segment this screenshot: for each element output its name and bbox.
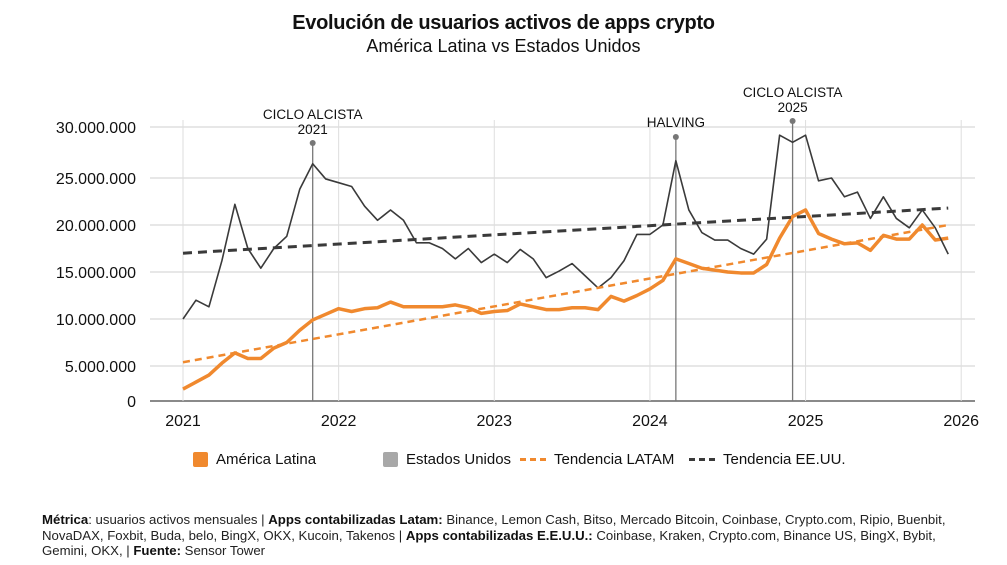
footnote: Métrica: usuarios activos mensuales | Ap… — [42, 512, 982, 559]
annotation-dot — [309, 140, 316, 146]
legend-item-us: Estados Unidos — [383, 451, 511, 468]
annotation-label: CICLO ALCISTA — [743, 85, 843, 100]
latam-apps-label: Apps contabilizadas Latam: — [268, 512, 443, 527]
source-label: Fuente: — [133, 543, 181, 558]
us-apps-label: Apps contabilizadas E.E.U.U.: — [405, 527, 593, 543]
annotation-dot — [672, 134, 679, 140]
annotation-label: 2021 — [298, 122, 328, 137]
y-tick-label: 10.000.000 — [56, 312, 136, 329]
us-apps-text: Coinbase, Kraken, Crypto.com, Binance US… — [42, 527, 936, 559]
x-tick-label: 2026 — [943, 413, 979, 430]
legend-item-latam: América Latina — [193, 451, 316, 468]
annotation-label: HALVING — [647, 115, 705, 130]
y-tick-label: 15.000.000 — [56, 265, 136, 282]
line-chart: 0 5.000.000 10.000.000 15.000.000 20.000.000… — [56, 85, 979, 430]
legend-label: Estados Unidos — [406, 451, 512, 468]
y-tick-label: 5.000.000 — [65, 359, 136, 376]
y-tick-label: 20.000.000 — [56, 218, 136, 235]
legend-swatch-latam — [193, 452, 208, 467]
annotation-label: CICLO ALCISTA — [263, 107, 363, 122]
y-tick-label: 30.000.000 — [56, 120, 136, 137]
legend-swatch-trend-latam — [520, 458, 546, 461]
series-line-estados-unidos — [182, 134, 949, 320]
legend-item-trend-us: Tendencia EE.UU. — [689, 451, 846, 468]
trend-line-tendencia-latam — [182, 223, 949, 364]
x-tick-label: 2022 — [321, 413, 357, 430]
legend-label: Tendencia EE.UU. — [723, 451, 846, 468]
legend-swatch-trend-us — [689, 458, 715, 461]
metric-text: : usuarios activos mensuales | — [88, 512, 269, 527]
legend: América Latina Estados Unidos Tendencia … — [0, 451, 1007, 473]
source-text: Sensor Tower — [181, 543, 266, 558]
annotation-label: 2025 — [778, 100, 808, 115]
x-tick-label: 2025 — [788, 413, 824, 430]
annotation-dot — [789, 118, 796, 124]
legend-label: América Latina — [216, 451, 317, 468]
y-tick-label: 25.000.000 — [56, 171, 136, 188]
legend-swatch-us — [383, 452, 398, 467]
metric-label: Métrica — [42, 512, 89, 527]
y-tick-label: 0 — [127, 394, 136, 411]
trend-line-tendencia-ee-uu- — [182, 206, 949, 255]
latam-apps-text: Binance, Lemon Cash, Bitso, Mercado Bitc… — [42, 512, 946, 543]
x-tick-label: 2021 — [165, 413, 201, 430]
legend-item-trend-latam: Tendencia LATAM — [520, 451, 674, 468]
series-line-am-rica-latina — [182, 208, 949, 391]
legend-label: Tendencia LATAM — [554, 451, 675, 468]
x-tick-label: 2024 — [632, 413, 668, 430]
chart-title: Evolución de usuarios activos de apps cr… — [292, 12, 715, 34]
chart-subtitle: América Latina vs Estados Unidos — [366, 36, 641, 56]
x-tick-label: 2023 — [476, 413, 512, 430]
